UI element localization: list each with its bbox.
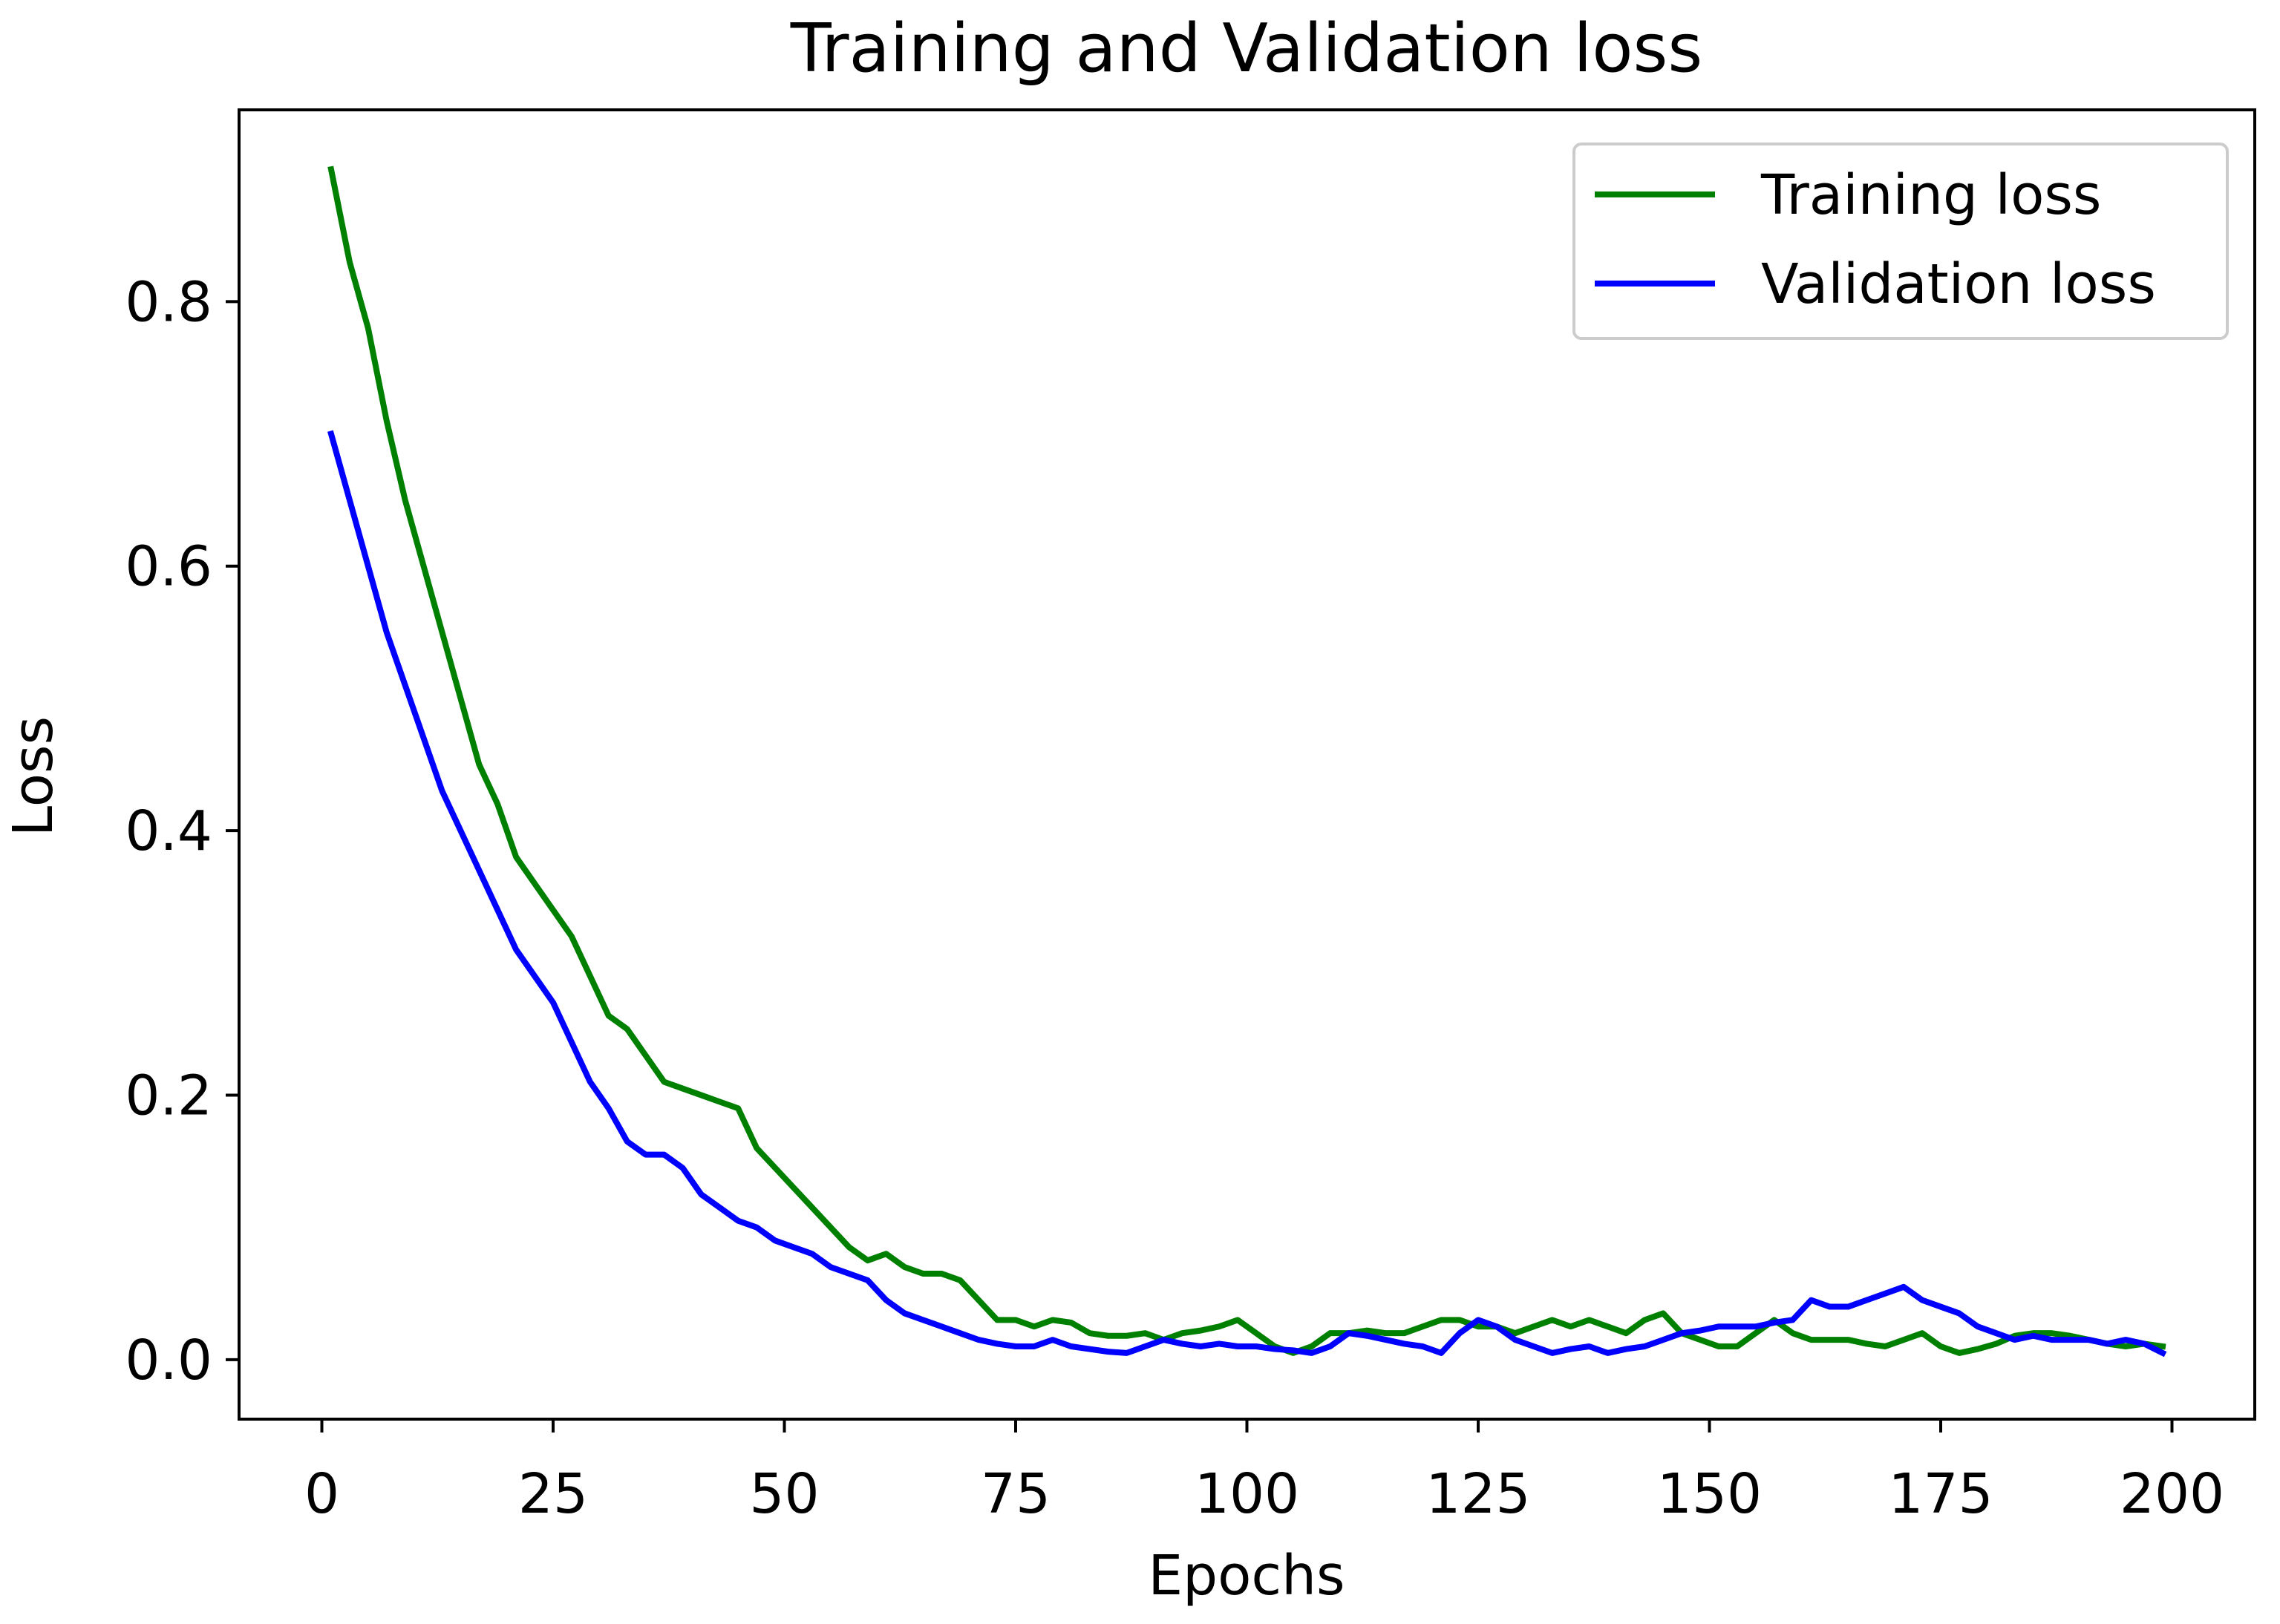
x-tick-label: 25 [518,1462,588,1526]
x-tick-label: 100 [1195,1462,1299,1526]
legend-label-training-loss: Training loss [1760,163,2101,227]
y-tick-label: 0.4 [125,799,212,863]
chart-title: Training and Validation loss [790,10,1703,88]
x-axis-label: Epochs [1148,1544,1345,1608]
y-tick-label: 0.0 [125,1329,212,1392]
x-tick-label: 125 [1425,1462,1530,1526]
x-axis-ticks: 0 25 50 75 100 125 150 175 200 [304,1419,2224,1526]
legend: Training loss Validation loss [1572,143,2229,340]
x-tick-label: 50 [749,1462,819,1526]
y-tick-label: 0.6 [125,535,212,599]
x-tick-label: 75 [981,1462,1051,1526]
y-tick-label: 0.2 [125,1064,212,1127]
y-axis-label: Loss [1,716,65,836]
legend-box [1572,143,2229,340]
x-tick-label: 0 [304,1462,339,1526]
legend-label-validation-loss: Validation loss [1761,252,2156,316]
x-tick-label: 150 [1657,1462,1762,1526]
series-line-validation-loss [327,430,2167,1358]
y-tick-label: 0.8 [125,270,212,334]
series-line-training-loss [327,166,2166,1356]
y-axis-ticks: 0.0 0.2 0.4 0.6 0.8 [125,270,239,1392]
x-tick-label: 175 [1888,1462,1993,1526]
x-tick-label: 200 [2120,1462,2224,1526]
